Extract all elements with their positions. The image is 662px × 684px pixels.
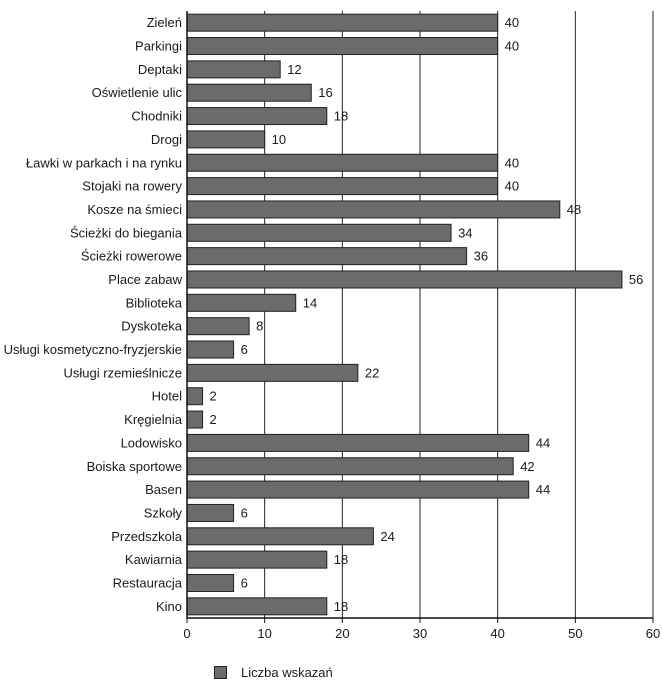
category-label: Biblioteka (126, 295, 183, 310)
bar (186, 363, 359, 382)
value-label: 44 (536, 435, 550, 450)
bar (186, 177, 499, 196)
x-tick-label: 60 (646, 626, 660, 641)
category-label: Przedszkola (111, 529, 183, 544)
category-label: Szkoły (144, 505, 183, 520)
category-label: Parkingi (135, 39, 182, 54)
x-tick-label: 10 (257, 626, 271, 641)
category-label: Ścieżki do biegania (70, 225, 183, 240)
value-label: 16 (318, 85, 332, 100)
value-label: 56 (629, 272, 643, 287)
bar (186, 527, 374, 546)
legend-swatch (214, 666, 227, 679)
category-label: Drogi (151, 132, 182, 147)
bar (186, 13, 499, 32)
category-label: Usługi kosmetyczno-fryzjerskie (4, 342, 182, 357)
bar (186, 503, 235, 522)
value-label: 18 (334, 552, 348, 567)
value-label: 6 (241, 575, 248, 590)
bar (186, 83, 312, 102)
category-label: Basen (145, 482, 182, 497)
category-label: Usługi rzemieślnicze (64, 365, 182, 380)
value-label: 2 (210, 389, 217, 404)
value-label: 2 (210, 412, 217, 427)
value-label: 6 (241, 342, 248, 357)
category-label: Kręgielnia (124, 412, 183, 427)
category-label: Kosze na śmieci (87, 202, 182, 217)
bar (186, 200, 561, 219)
x-tick-label: 20 (335, 626, 349, 641)
x-tick-label: 50 (568, 626, 582, 641)
category-label: Chodniki (131, 109, 182, 124)
legend-label: Liczba wskazań (241, 665, 333, 680)
bar (186, 410, 204, 429)
bar (186, 153, 499, 172)
bar (186, 387, 204, 406)
value-label: 44 (536, 482, 550, 497)
category-label: Ławki w parkach i na rynku (26, 155, 182, 170)
category-label: Stojaki na rowery (82, 179, 182, 194)
x-tick-label: 30 (413, 626, 427, 641)
value-label: 8 (256, 319, 263, 334)
value-label: 48 (567, 202, 581, 217)
bar (186, 37, 499, 56)
bar (186, 433, 530, 452)
category-label: Place zabaw (108, 272, 182, 287)
value-label: 36 (474, 249, 488, 264)
bar (186, 480, 530, 499)
value-label: 14 (303, 295, 317, 310)
x-tick-label: 0 (183, 626, 190, 641)
bar (186, 293, 297, 312)
bar (186, 270, 623, 289)
category-label: Deptaki (138, 62, 182, 77)
category-label: Kawiarnia (125, 552, 183, 567)
category-label: Restauracja (113, 575, 183, 590)
value-label: 18 (334, 109, 348, 124)
value-label: 40 (505, 155, 519, 170)
bar (186, 223, 452, 242)
value-label: 24 (380, 529, 394, 544)
category-label: Ścieżki rowerowe (81, 249, 182, 264)
bar (186, 130, 266, 149)
category-label: Lodowisko (121, 435, 182, 450)
value-label: 42 (520, 459, 534, 474)
bar (186, 247, 468, 266)
bar (186, 340, 235, 359)
bar (186, 317, 250, 336)
value-label: 22 (365, 365, 379, 380)
value-label: 12 (287, 62, 301, 77)
value-label: 18 (334, 599, 348, 614)
category-label: Boiska sportowe (87, 459, 182, 474)
category-label: Oświetlenie ulic (92, 85, 183, 100)
x-tick-label: 40 (490, 626, 504, 641)
bar (186, 107, 328, 126)
value-label: 40 (505, 39, 519, 54)
category-label: Zieleń (147, 15, 182, 30)
value-label: 34 (458, 225, 472, 240)
bar (186, 597, 328, 616)
value-label: 10 (272, 132, 286, 147)
category-label: Kino (156, 599, 182, 614)
bar (186, 550, 328, 569)
bar (186, 60, 281, 79)
value-label: 40 (505, 15, 519, 30)
value-label: 40 (505, 179, 519, 194)
bar (186, 573, 235, 592)
chart-legend: Liczba wskazań (214, 665, 333, 680)
value-label: 6 (241, 505, 248, 520)
category-label: Dyskoteka (121, 319, 182, 334)
bar (186, 457, 514, 476)
category-label: Hotel (152, 389, 182, 404)
